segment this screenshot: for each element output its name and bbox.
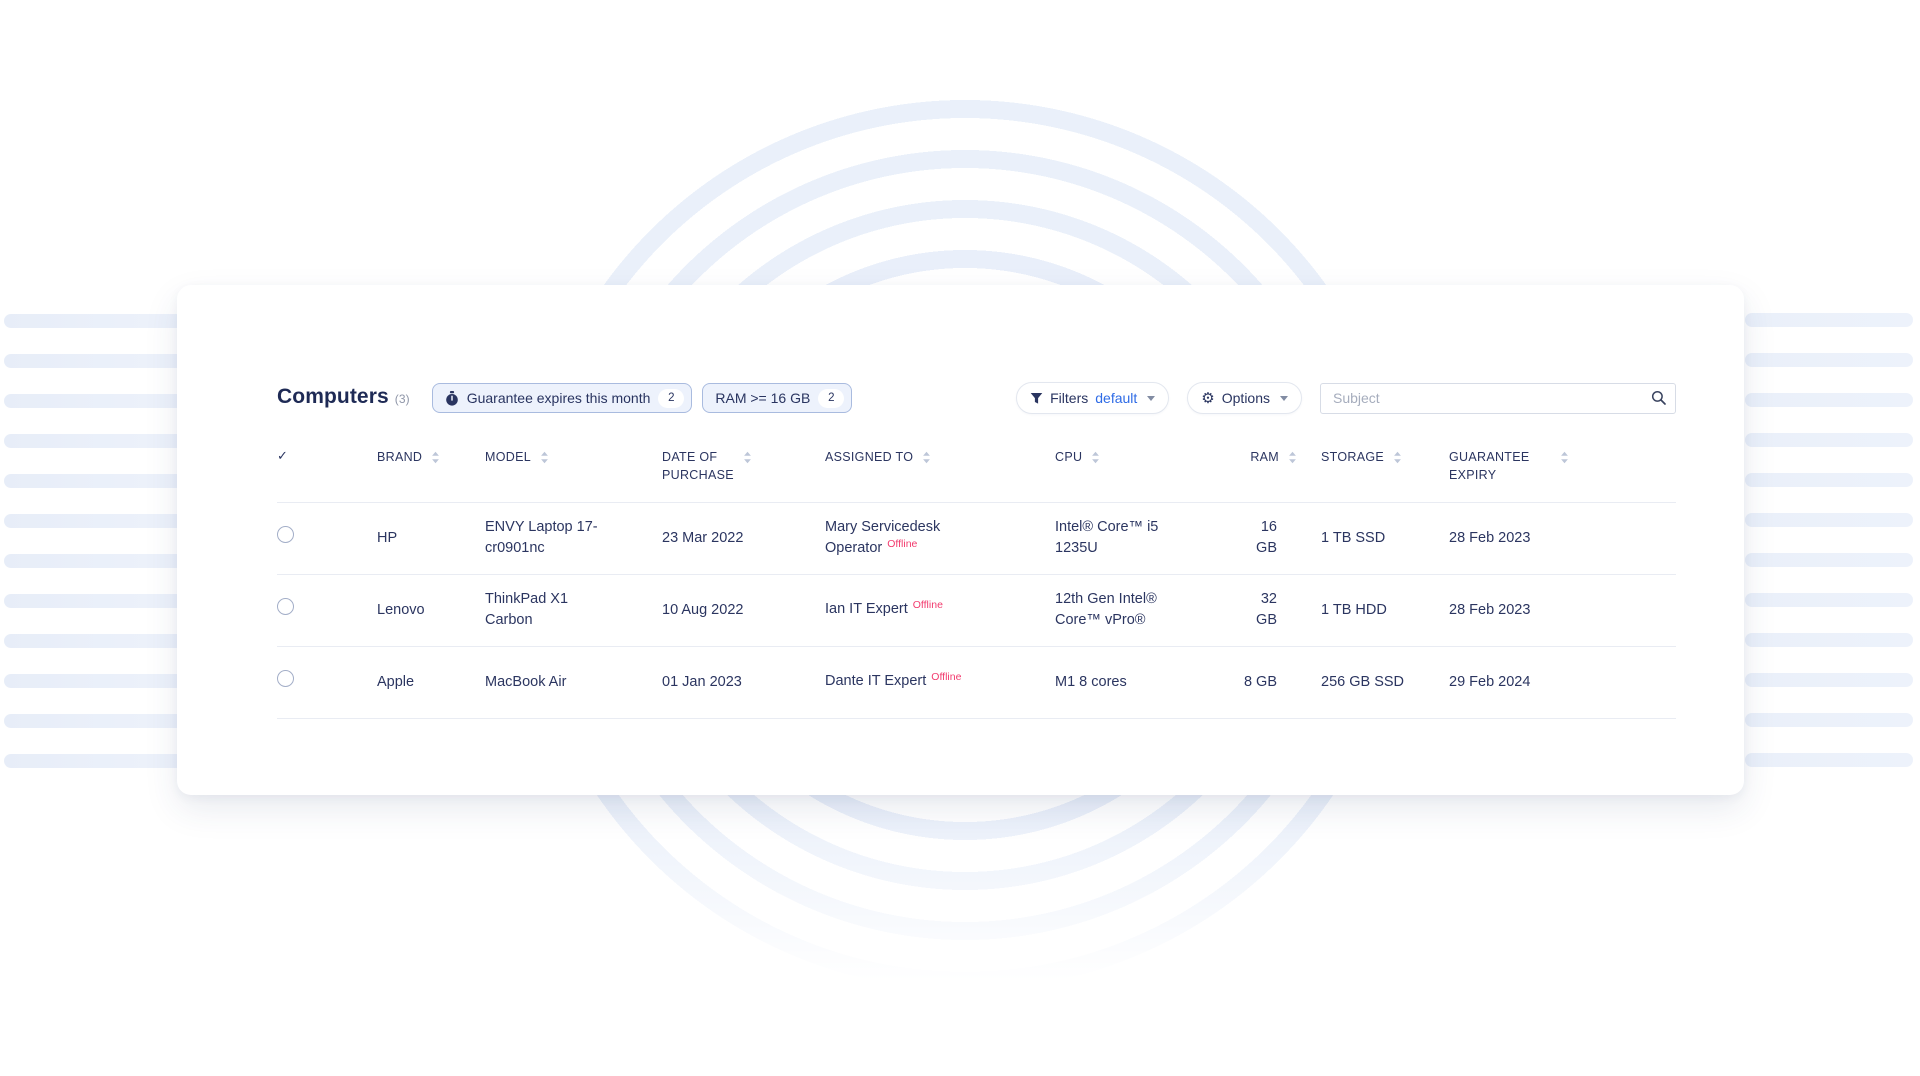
select-all-checkmark-icon: ✓ — [277, 448, 289, 463]
select-all-header[interactable]: ✓ — [277, 448, 377, 503]
background-stripe — [1745, 593, 1913, 607]
cell-model: ThinkPad X1 Carbon — [485, 574, 662, 647]
background-stripe — [1745, 673, 1913, 687]
background-stripe — [1745, 713, 1913, 727]
background-stripe — [1745, 433, 1913, 447]
computers-table: ✓ BRAND MODEL DATE OF PURCHASE ASSIGNED … — [277, 448, 1676, 719]
sort-icon[interactable] — [1091, 451, 1100, 469]
computers-card: Computers (3) Guarantee expires this mont… — [177, 285, 1744, 795]
background-stripe — [1745, 473, 1913, 487]
cell-cpu: M1 8 cores — [1055, 646, 1239, 719]
background-stripe — [1745, 313, 1913, 327]
chevron-down-icon — [1280, 395, 1288, 401]
cell-storage: 256 GB SSD — [1321, 646, 1449, 719]
cell-ram: 8 GB — [1239, 646, 1321, 719]
funnel-icon — [1030, 392, 1043, 405]
column-header-date-of-purchase[interactable]: DATE OF PURCHASE — [662, 448, 825, 503]
status-offline-badge: Offline — [931, 671, 962, 683]
options-button[interactable]: ⚙ Options — [1187, 382, 1302, 414]
cell-cpu: 12th Gen Intel® Core™ vPro® — [1055, 574, 1239, 647]
background-stripe — [1745, 393, 1913, 407]
cell-cpu: Intel® Core™ i5 1235U — [1055, 502, 1239, 575]
sort-icon[interactable] — [540, 451, 549, 469]
cell-date-of-purchase: 23 Mar 2022 — [662, 502, 825, 575]
gear-icon: ⚙ — [1201, 389, 1215, 407]
cell-brand: HP — [377, 502, 485, 575]
row-checkbox[interactable] — [277, 526, 294, 543]
sort-icon[interactable] — [1393, 451, 1402, 469]
status-offline-badge: Offline — [887, 537, 918, 550]
cell-guarantee-expiry: 28 Feb 2023 — [1449, 574, 1676, 647]
status-offline-badge: Offline — [912, 599, 943, 611]
row-checkbox[interactable] — [277, 598, 294, 615]
search-box — [1320, 382, 1676, 414]
filter-chip-label: RAM >= 16 GB — [715, 390, 811, 406]
row-select-cell — [277, 502, 377, 575]
cell-assigned-to: Ian IT Expert Offline — [825, 574, 1055, 647]
background-stripe — [1745, 753, 1913, 767]
background-rings-fade — [500, 800, 1430, 1020]
cell-guarantee-expiry: 28 Feb 2023 — [1449, 502, 1676, 575]
filters-label: Filters — [1050, 390, 1089, 406]
search-icon[interactable] — [1651, 390, 1667, 406]
column-header-ram[interactable]: RAM — [1239, 448, 1321, 503]
search-input[interactable] — [1320, 382, 1676, 414]
stopwatch-icon — [445, 390, 459, 406]
cell-ram: 32 GB — [1239, 574, 1321, 647]
cell-date-of-purchase: 10 Aug 2022 — [662, 574, 825, 647]
filter-chip-count-badge: 2 — [658, 388, 685, 408]
sort-icon[interactable] — [743, 451, 752, 469]
sort-icon[interactable] — [922, 451, 931, 469]
table-row[interactable]: Apple MacBook Air 01 Jan 2023 Dante IT E… — [277, 646, 1676, 719]
cell-assigned-to: Dante IT Expert Offline — [825, 646, 1055, 719]
filter-chip-count-badge: 2 — [818, 388, 845, 408]
cell-model: MacBook Air — [485, 646, 662, 719]
table-row[interactable]: Lenovo ThinkPad X1 Carbon 10 Aug 2022 Ia… — [277, 574, 1676, 647]
background-stripe — [1745, 553, 1913, 567]
options-label: Options — [1221, 390, 1270, 406]
column-header-model[interactable]: MODEL — [485, 448, 662, 503]
column-header-storage[interactable]: STORAGE — [1321, 448, 1449, 503]
filter-chip-guarantee-expires[interactable]: Guarantee expires this month 2 — [431, 383, 693, 413]
active-filter-chips: Guarantee expires this month 2 RAM >= 16… — [431, 383, 853, 413]
table-row[interactable]: HP ENVY Laptop 17- cr0901nc 23 Mar 2022 … — [277, 502, 1676, 575]
table-header-row: ✓ BRAND MODEL DATE OF PURCHASE ASSIGNED … — [277, 448, 1676, 503]
card-header: Computers (3) Guarantee expires this mont… — [277, 382, 1676, 414]
column-header-brand[interactable]: BRAND — [377, 448, 485, 503]
filter-chip-label: Guarantee expires this month — [466, 390, 651, 406]
sort-icon[interactable] — [1560, 451, 1569, 469]
background-stripe — [1745, 353, 1913, 367]
cell-model: ENVY Laptop 17- cr0901nc — [485, 502, 662, 575]
filters-selected-view: default — [1095, 390, 1138, 406]
cell-ram: 16 GB — [1239, 502, 1321, 575]
column-header-guarantee-expiry[interactable]: GUARANTEE EXPIRY — [1449, 448, 1676, 503]
row-checkbox[interactable] — [277, 670, 294, 687]
cell-brand: Apple — [377, 646, 485, 719]
sort-icon[interactable] — [1288, 451, 1297, 469]
chevron-down-icon — [1147, 395, 1156, 401]
record-count: (3) — [394, 392, 410, 406]
filters-button[interactable]: Filters default — [1016, 382, 1170, 414]
cell-assigned-to: Mary Servicedesk Operator Offline — [825, 502, 1055, 575]
page-title-text: Computers — [277, 385, 389, 408]
column-header-assigned-to[interactable]: ASSIGNED TO — [825, 448, 1055, 503]
background-stripes-right — [1745, 313, 1913, 793]
filter-chip-ram[interactable]: RAM >= 16 GB 2 — [702, 383, 853, 413]
row-select-cell — [277, 646, 377, 719]
cell-brand: Lenovo — [377, 574, 485, 647]
background-stripe — [1745, 513, 1913, 527]
cell-date-of-purchase: 01 Jan 2023 — [662, 646, 825, 719]
background-stripe — [1745, 633, 1913, 647]
cell-storage: 1 TB SSD — [1321, 502, 1449, 575]
cell-storage: 1 TB HDD — [1321, 574, 1449, 647]
cell-guarantee-expiry: 29 Feb 2024 — [1449, 646, 1676, 719]
sort-icon[interactable] — [431, 451, 440, 469]
page-title: Computers (3) — [277, 381, 410, 415]
column-header-cpu[interactable]: CPU — [1055, 448, 1239, 503]
row-select-cell — [277, 574, 377, 647]
